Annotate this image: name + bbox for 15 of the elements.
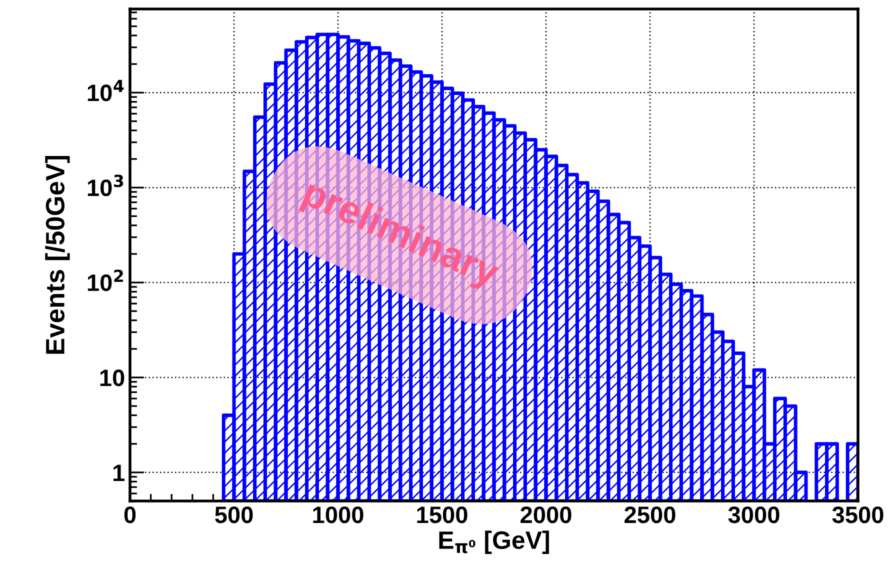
y-tick-label: 10$^{3}$ — [88, 174, 124, 196]
x-tick-label: 0 — [124, 506, 136, 524]
x-tick-label: 500 — [215, 506, 253, 524]
x-tick-label: 1000 — [313, 506, 364, 524]
x-tick-label: 1500 — [417, 506, 468, 524]
x-tick-label: 3000 — [728, 506, 780, 524]
x-axis-title: E$_{π⁰}$ [GeV] — [439, 530, 549, 554]
y-axis-title: Events [/50GeV] — [45, 156, 70, 354]
y-tick-label: 10$^{4}$ — [88, 80, 124, 102]
x-tick-label: 2000 — [520, 506, 572, 524]
y-tick-label: 1 — [113, 464, 124, 481]
x-tick-label: 2500 — [624, 506, 676, 524]
y-tick-label: 10 — [100, 370, 124, 386]
x-tick-label: 3500 — [832, 506, 884, 524]
y-tick-label: 10$^{2}$ — [88, 270, 123, 292]
